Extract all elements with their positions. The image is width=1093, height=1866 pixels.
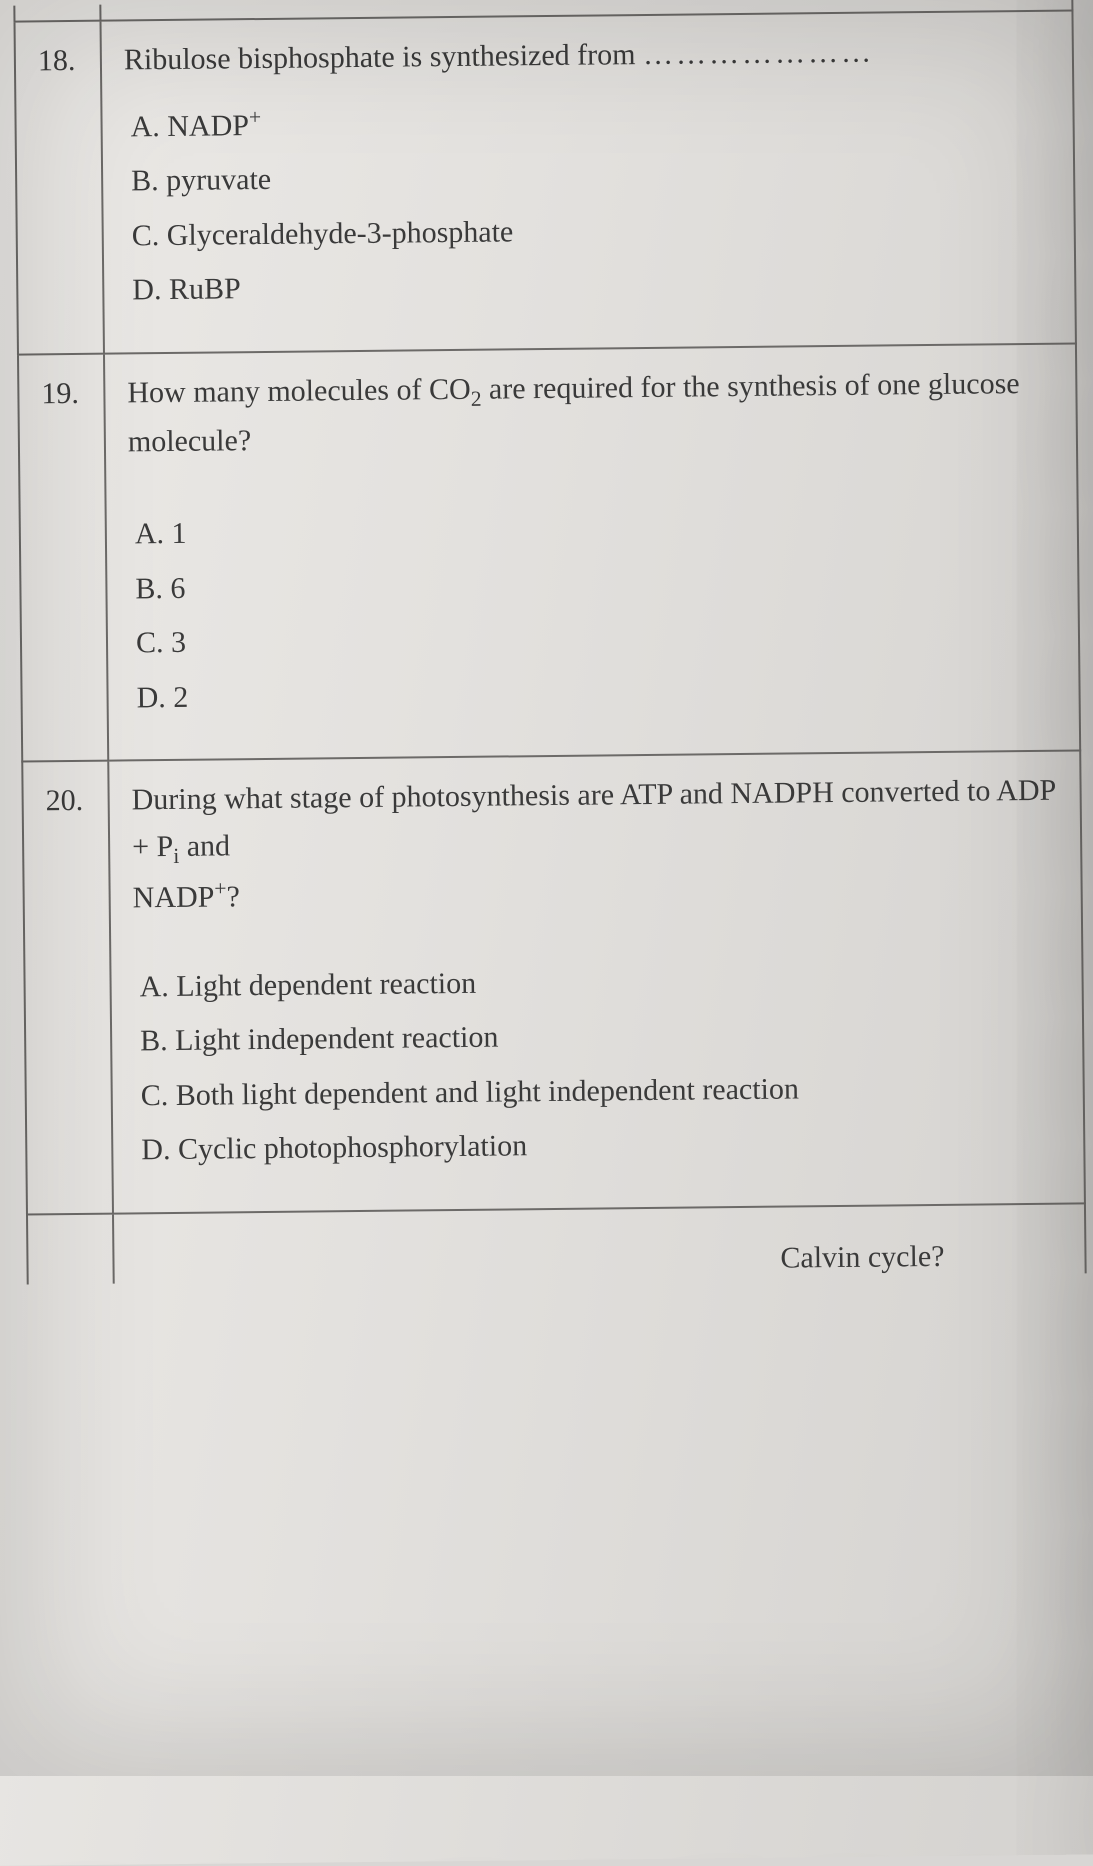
option-letter: A. — [139, 970, 169, 1003]
question-body-cell: Calvin cycle? — [113, 1203, 1086, 1283]
question-stem: How many molecules of CO2 are required f… — [127, 360, 1054, 466]
options-block: A. 1 B. 6 C. 3 D. 2 — [129, 502, 1057, 722]
option-text: 3 — [171, 626, 186, 659]
option-letter: B. — [131, 164, 159, 197]
cutoff-text: Calvin cycle? — [780, 1234, 945, 1282]
option-letter: D. — [132, 273, 162, 306]
question-number-cell: 20. — [22, 761, 113, 1214]
option-a: A. 1 — [135, 502, 1055, 558]
table-row: 20. During what stage of photosynthesis … — [22, 751, 1085, 1215]
table-row: 19. How many molecules of CO2 are requir… — [18, 343, 1080, 762]
option-text: 6 — [170, 572, 185, 605]
options-block: A. Light dependent reaction B. Light ind… — [133, 955, 1061, 1175]
option-text: 2 — [173, 681, 188, 714]
question-number-cell: 19. — [18, 353, 108, 762]
option-letter: B. — [140, 1024, 168, 1057]
option-text: NADP — [167, 109, 249, 143]
option-b: B. 6 — [135, 557, 1055, 613]
option-a: A. NADP+ — [130, 92, 1050, 150]
stem-text: During what stage of photosynthesis are … — [131, 774, 1055, 863]
stem-text: Ribulose bisphosphate is synthesized fro… — [124, 38, 643, 76]
question-stem: Ribulose bisphosphate is synthesized fro… — [124, 28, 1050, 84]
blank-dots: ………………… — [643, 36, 874, 71]
option-letter: A. — [130, 110, 160, 143]
option-letter: D. — [141, 1133, 171, 1166]
option-letter: C. — [136, 627, 164, 660]
option-c: C. Glyceraldehyde-3-phosphate — [132, 203, 1052, 259]
table-row: 18. Ribulose bisphosphate is synthesized… — [15, 10, 1076, 354]
option-text: RuBP — [169, 272, 241, 306]
stem-sup: + — [214, 877, 226, 901]
option-b: B. Light independent reaction — [140, 1009, 1060, 1065]
option-text: Light dependent reaction — [176, 967, 476, 1003]
option-text: pyruvate — [166, 163, 271, 197]
questions-table: 18. Ribulose bisphosphate is synthesized… — [13, 0, 1086, 1284]
options-block: A. NADP+ B. pyruvate C. Glyceraldehyde-3… — [124, 92, 1052, 314]
option-d: D. RuBP — [132, 258, 1052, 314]
table-row: Calvin cycle? — [27, 1203, 1086, 1284]
stem-text: ? — [226, 881, 240, 914]
question-body-cell: Ribulose bisphosphate is synthesized fro… — [100, 10, 1075, 353]
option-letter: C. — [132, 219, 160, 252]
option-letter: C. — [141, 1079, 169, 1112]
question-stem: During what stage of photosynthesis are … — [131, 768, 1058, 922]
question-body-cell: During what stage of photosynthesis are … — [108, 751, 1085, 1214]
stem-text: and — [179, 829, 230, 863]
option-a: A. Light dependent reaction — [139, 955, 1059, 1011]
question-number: 18. — [38, 44, 76, 77]
option-d: D. Cyclic photophosphorylation — [141, 1118, 1061, 1174]
stem-sub: 2 — [471, 386, 482, 410]
option-sup: + — [249, 104, 261, 128]
question-number-cell — [27, 1214, 114, 1285]
option-text: Both light dependent and light independe… — [176, 1072, 799, 1112]
stem-text: How many molecules of CO — [127, 372, 471, 409]
option-text: Cyclic photophosphorylation — [178, 1130, 527, 1167]
option-letter: B. — [135, 572, 163, 605]
option-c: C. 3 — [136, 611, 1056, 667]
option-text: Light independent reaction — [175, 1021, 499, 1057]
question-number-cell: 18. — [15, 21, 104, 354]
option-c: C. Both light dependent and light indepe… — [141, 1064, 1061, 1120]
stem-text: NADP — [133, 881, 215, 915]
option-d: D. 2 — [136, 666, 1056, 722]
option-text: 1 — [171, 517, 186, 550]
question-number: 20. — [45, 784, 83, 817]
question-number-cell — [14, 5, 100, 22]
question-number: 19. — [41, 376, 79, 409]
option-text: Glyceraldehyde-3-phosphate — [167, 215, 514, 252]
option-letter: A. — [135, 518, 165, 551]
question-body-cell: How many molecules of CO2 are required f… — [104, 343, 1080, 761]
option-b: B. pyruvate — [131, 149, 1051, 205]
option-letter: D. — [136, 681, 166, 714]
